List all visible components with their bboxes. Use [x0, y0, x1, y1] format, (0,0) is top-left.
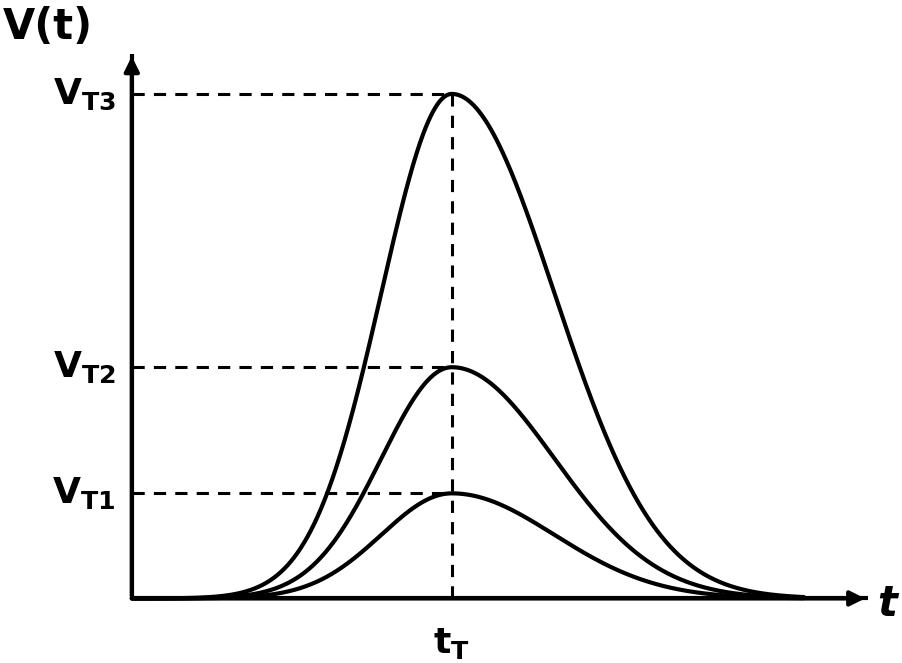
Text: $\mathbf{t_T}$: $\mathbf{t_T}$ — [434, 626, 470, 661]
Text: $\mathbf{V}_{\mathbf{T3}}$: $\mathbf{V}_{\mathbf{T3}}$ — [52, 76, 115, 111]
Text: V(t): V(t) — [4, 7, 94, 48]
Text: $\mathbf{V}_{\mathbf{T1}}$: $\mathbf{V}_{\mathbf{T1}}$ — [52, 475, 115, 511]
Text: t: t — [878, 583, 897, 625]
Text: $\mathbf{V}_{\mathbf{T2}}$: $\mathbf{V}_{\mathbf{T2}}$ — [53, 349, 115, 385]
